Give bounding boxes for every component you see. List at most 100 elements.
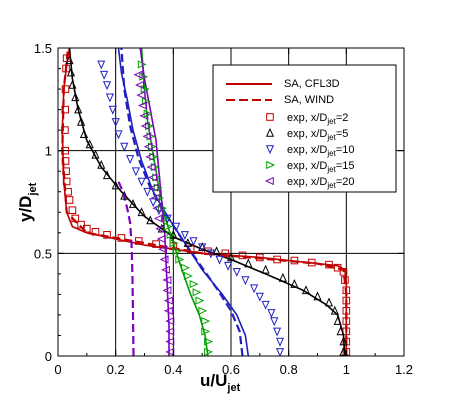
y-tick-label: 0	[45, 349, 52, 364]
data-point-x15	[166, 230, 176, 239]
y-axis-title: y/Djet	[16, 182, 39, 222]
data-point-x10	[114, 130, 123, 140]
data-point-x2	[333, 263, 342, 272]
data-point-x2	[307, 258, 316, 267]
data-point-x20	[136, 91, 146, 100]
data-point-x10	[102, 81, 112, 91]
legend-label-2: exp, x/Djet=2	[287, 112, 348, 126]
data-point-x20	[135, 80, 144, 90]
data-point-x2	[221, 249, 230, 258]
data-point-x20	[159, 255, 169, 264]
data-point-x2	[339, 268, 348, 276]
data-point-x20	[137, 101, 147, 110]
axis-ticks	[57, 47, 405, 357]
data-point-x2	[68, 206, 77, 215]
x-tick-label: 0.2	[107, 362, 125, 377]
data-point-x2	[117, 234, 126, 242]
model-curve-solid-x15	[140, 48, 209, 356]
data-point-x20	[139, 111, 149, 120]
data-point-x15	[189, 280, 199, 289]
data-point-x2	[342, 296, 351, 305]
data-point-x15	[160, 214, 170, 223]
data-point-x15	[204, 337, 214, 346]
data-point-x20	[133, 70, 143, 79]
data-point-x5	[74, 104, 83, 114]
data-point-x20	[165, 337, 175, 346]
data-point-x5	[102, 170, 112, 180]
data-point-x5	[333, 315, 342, 325]
data-point-x10	[108, 105, 117, 115]
data-point-x2	[64, 187, 72, 196]
data-point-x5	[68, 79, 77, 89]
data-point-x2	[204, 247, 212, 256]
data-point-x2	[134, 237, 143, 245]
data-point-x20	[152, 204, 162, 213]
data-point-x2	[62, 177, 71, 186]
data-point-x2	[77, 220, 85, 229]
data-point-x5	[330, 305, 339, 315]
data-point-x20	[163, 306, 173, 315]
data-point-x5	[169, 229, 178, 239]
data-point-x2	[342, 307, 351, 315]
legend-label-3: exp, x/Djet=5	[287, 128, 348, 142]
legend-marker-5	[266, 160, 276, 170]
data-point-x10	[111, 118, 120, 128]
data-point-x15	[169, 239, 179, 248]
data-point-x2	[61, 85, 70, 93]
data-point-x15	[192, 288, 202, 297]
legend-box	[212, 64, 397, 193]
data-point-x5	[66, 67, 76, 77]
data-point-x2	[342, 317, 351, 325]
x-tick-label: 1	[343, 362, 350, 377]
data-point-x10	[189, 237, 198, 247]
data-point-x20	[156, 234, 166, 244]
data-point-x2	[341, 276, 349, 284]
model-curve-dashed-x2	[61, 48, 348, 356]
data-point-x5	[212, 246, 221, 256]
data-point-x10	[275, 337, 285, 347]
legend-label-1: SA, WIND	[284, 94, 334, 106]
data-point-x10	[131, 167, 140, 177]
data-point-x10	[100, 70, 109, 80]
data-point-x15	[204, 347, 214, 356]
data-point-x20	[150, 193, 160, 202]
legend-marker-6	[264, 176, 274, 186]
data-point-x2	[256, 253, 264, 262]
data-point-x10	[270, 317, 279, 327]
data-point-x20	[165, 317, 175, 326]
model-curve-solid-x20	[139, 48, 170, 356]
data-point-x15	[195, 296, 205, 305]
data-point-x20	[153, 214, 163, 223]
data-point-x5	[137, 207, 146, 217]
data-point-x15	[163, 222, 173, 231]
data-point-x5	[120, 190, 129, 200]
data-point-x5	[77, 116, 86, 126]
legend-label-4: exp, x/Djet=10	[287, 144, 354, 158]
data-point-x5	[313, 291, 322, 301]
experiment-markers	[61, 54, 351, 356]
data-point-x5	[301, 285, 311, 295]
data-point-x2	[62, 167, 70, 175]
data-point-x5	[324, 297, 334, 307]
data-point-x5	[146, 215, 155, 225]
data-point-x20	[160, 265, 170, 274]
data-point-x10	[267, 309, 276, 319]
data-point-x20	[148, 173, 157, 182]
data-point-x5	[65, 55, 74, 65]
x-tick-label: 0.4	[164, 362, 182, 377]
data-point-x15	[172, 247, 182, 256]
data-point-x10	[273, 327, 282, 337]
data-point-x20	[163, 296, 173, 305]
data-point-x5	[244, 258, 253, 268]
data-point-x15	[201, 327, 211, 336]
x-axis-title: u/Ujet	[200, 371, 241, 394]
data-point-x10	[241, 276, 250, 286]
data-point-x20	[143, 142, 153, 151]
data-point-x2	[83, 224, 91, 233]
data-point-x15	[175, 255, 185, 264]
data-point-x5	[336, 326, 345, 336]
legend-label-5: exp, x/Djet=15	[287, 160, 354, 174]
data-point-x2	[62, 64, 70, 73]
x-tick-label: 0.6	[222, 362, 240, 377]
data-point-x15	[181, 263, 191, 272]
